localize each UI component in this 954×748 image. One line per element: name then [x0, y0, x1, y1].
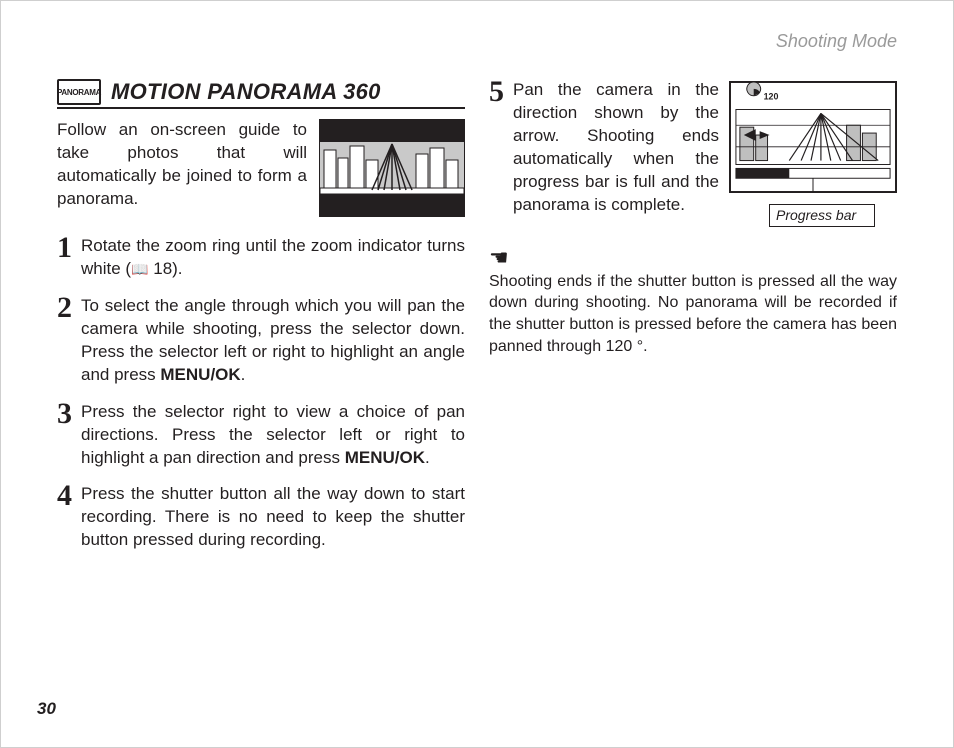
step-text: Rotate the zoom ring until the zoom indi…: [81, 235, 465, 281]
step-text: To select the angle through which you wi…: [81, 295, 465, 387]
menu-ok-keyword: MENU/OK: [160, 365, 240, 384]
text: To select the angle through which you wi…: [81, 296, 465, 384]
note-text: Shooting ends if the shutter button is p…: [489, 271, 897, 357]
section-heading: MOTION PANORAMA 360: [111, 79, 381, 105]
panorama-sample-image: [319, 119, 465, 217]
step-2: 2 To select the angle through which you …: [57, 295, 465, 387]
two-column-layout: PANORAMA MOTION PANORAMA 360 Follow an o…: [57, 79, 897, 687]
angle-indicator-icon: [747, 82, 761, 96]
step-4: 4 Press the shutter button all the way d…: [57, 483, 465, 552]
progress-bar-caption: Progress bar: [769, 204, 875, 227]
viewfinder-figure: 120: [729, 81, 897, 227]
manual-page: Shooting Mode PANORAMA MOTION PANORAMA 3…: [0, 0, 954, 748]
right-column: 5 120: [489, 79, 897, 687]
step-number: 2: [57, 293, 81, 323]
angle-label: 120: [764, 92, 779, 102]
step-number: 1: [57, 233, 81, 263]
panorama-mode-icon: PANORAMA: [57, 79, 101, 105]
step-3: 3 Press the selector right to view a cho…: [57, 401, 465, 470]
step5-text: Pan the camera in the direction shown by…: [513, 80, 719, 214]
step-text: Press the selector right to view a choic…: [81, 401, 465, 470]
step-number: 3: [57, 399, 81, 429]
tail: .: [425, 448, 430, 467]
left-column: PANORAMA MOTION PANORAMA 360 Follow an o…: [57, 79, 465, 687]
running-header: Shooting Mode: [776, 31, 897, 52]
page-ref-number: 18).: [149, 259, 183, 278]
section-title-row: PANORAMA MOTION PANORAMA 360: [57, 79, 465, 109]
intro-row: Follow an on-screen guide to take photos…: [57, 119, 465, 217]
intro-text: Follow an on-screen guide to take photos…: [57, 119, 307, 217]
step-number: 5: [489, 77, 513, 107]
step-text: Press the shutter button all the way dow…: [81, 483, 465, 552]
step-1: 1 Rotate the zoom ring until the zoom in…: [57, 235, 465, 281]
step-5: 5 120: [489, 79, 897, 233]
progress-bar: [736, 168, 890, 178]
menu-ok-keyword: MENU/OK: [345, 448, 425, 467]
step-number: 4: [57, 481, 81, 511]
tail: .: [241, 365, 246, 384]
page-ref-icon: 📖: [131, 260, 148, 279]
viewfinder-illustration: 120: [729, 81, 897, 193]
step-text: 120: [513, 79, 897, 233]
note-pointer-icon: ☚: [489, 247, 897, 269]
page-number: 30: [37, 699, 56, 719]
